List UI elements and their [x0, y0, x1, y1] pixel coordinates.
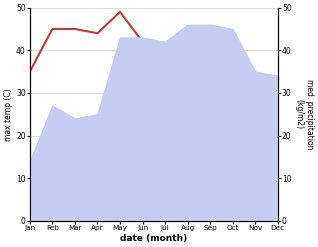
X-axis label: date (month): date (month)	[120, 234, 187, 243]
Y-axis label: med. precipitation
(kg/m2): med. precipitation (kg/m2)	[294, 79, 314, 149]
Y-axis label: max temp (C): max temp (C)	[4, 88, 13, 141]
